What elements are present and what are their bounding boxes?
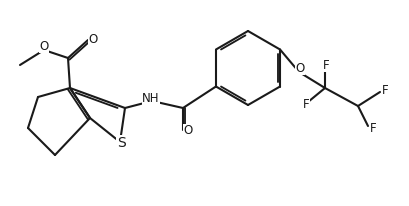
Text: F: F [303, 97, 309, 110]
Text: F: F [370, 122, 376, 135]
Text: S: S [117, 136, 126, 150]
Text: F: F [382, 83, 388, 96]
Text: O: O [88, 33, 98, 46]
Text: O: O [183, 124, 193, 137]
Text: O: O [295, 62, 305, 75]
Text: NH: NH [142, 91, 160, 104]
Text: F: F [323, 59, 329, 71]
Text: O: O [39, 40, 49, 53]
